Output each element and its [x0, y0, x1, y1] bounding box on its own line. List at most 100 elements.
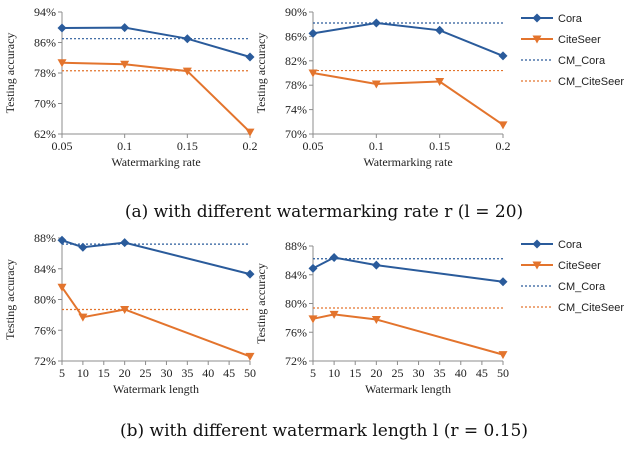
legend-marker [532, 261, 542, 270]
cora-series-line [61, 239, 251, 276]
y-tick-label: 72% [285, 354, 307, 368]
x-tick-label: 15 [98, 366, 110, 380]
x-tick-label: 0.2 [496, 139, 511, 153]
citeseer-point [435, 78, 445, 87]
x-tick-label: 35 [181, 366, 193, 380]
citeseer-series-line [61, 286, 251, 358]
legends: Cora CiteSeer CM_Cora CM_CiteSeer Cora CiteSe… [521, 13, 624, 314]
x-tick-label: 40 [455, 366, 467, 380]
y-tick-label: 78% [285, 78, 307, 92]
citeseer-series-line [312, 72, 504, 126]
x-tick-label: 30 [160, 366, 172, 380]
legend-label: Cora [558, 13, 583, 25]
x-tick-label: 25 [391, 366, 403, 380]
caption-a: (a) with different watermarking rate r (… [125, 202, 523, 222]
x-tick-label: 20 [119, 366, 131, 380]
y-axis-label: Testing accuracy [254, 33, 268, 114]
x-tick-label: 15 [349, 366, 361, 380]
legend-marker [532, 13, 542, 23]
cora-series-line [312, 256, 504, 283]
citeseer-point [57, 59, 67, 68]
y-tick-label: 62% [34, 127, 56, 141]
cora-point [371, 260, 381, 270]
y-tick-label: 86% [34, 36, 56, 50]
x-tick-label: 35 [434, 366, 446, 380]
legend-label: CM_Cora [558, 281, 606, 293]
legend-label: CiteSeer [558, 34, 601, 46]
legend-marker [532, 239, 542, 249]
citeseer-point [120, 305, 130, 314]
x-tick-label: 25 [140, 366, 152, 380]
x-tick-label: 0.1 [369, 139, 384, 153]
cora-point [245, 52, 255, 62]
x-tick-label: 5 [310, 366, 316, 380]
legend-label: CM_CiteSeer [558, 76, 624, 88]
x-tick-label: 0.2 [243, 139, 258, 153]
y-tick-label: 84% [285, 268, 307, 282]
citeseer-point [57, 283, 67, 292]
citeseer-point [78, 313, 88, 322]
x-tick-label: 0.1 [117, 139, 132, 153]
y-tick-label: 74% [285, 103, 307, 117]
y-tick-label: 90% [285, 5, 307, 19]
chart-3: 72% 76% 80% 84% 88% 5 10 15 20 25 30 35 40 45 50 Waterm… [3, 231, 256, 396]
y-tick-label: 82% [285, 54, 307, 68]
x-tick-label: 50 [497, 366, 509, 380]
x-tick-label: 50 [244, 366, 256, 380]
y-tick-label: 76% [34, 323, 56, 337]
cora-point [371, 18, 381, 28]
cora-point [120, 23, 130, 33]
x-tick-label: 5 [59, 366, 65, 380]
citeseer-point [182, 67, 192, 76]
cora-point [329, 253, 339, 262]
citeseer-point [329, 310, 339, 319]
chart-4: 72% 76% 80% 84% 88% 5 10 15 20 25 30 35 40 45 50 Waterm… [254, 239, 509, 396]
x-tick-label: 0.05 [52, 139, 73, 153]
chart-1: 62% 70% 78% 86% 94% 0.05 0.1 0.15 0.2 Watermarkin… [3, 5, 258, 169]
citeseer-point [245, 352, 255, 361]
legend-label: CM_CiteSeer [558, 302, 624, 314]
legend-label: CM_Cora [558, 55, 606, 67]
citeseer-point [371, 80, 381, 89]
x-axis-label: Watermarking rate [363, 155, 452, 169]
legend-label: CiteSeer [558, 260, 601, 272]
y-tick-label: 84% [34, 262, 56, 276]
cora-point [182, 34, 192, 44]
y-tick-label: 88% [285, 239, 307, 253]
x-tick-label: 0.05 [303, 139, 324, 153]
citeseer-point [308, 69, 318, 78]
y-tick-label: 70% [285, 127, 307, 141]
caption-b: (b) with different watermark length l (r… [120, 421, 528, 441]
x-axis-label: Watermark length [113, 382, 199, 396]
y-tick-label: 80% [34, 293, 56, 307]
citeseer-point [371, 315, 381, 324]
cora-point [57, 23, 67, 33]
citeseer-point [245, 128, 255, 137]
y-tick-label: 72% [34, 354, 56, 368]
x-tick-label: 0.15 [177, 139, 198, 153]
cora-point [308, 28, 318, 38]
y-tick-label: 94% [34, 5, 56, 19]
cora-point [120, 238, 130, 248]
cora-point [308, 263, 318, 273]
x-tick-label: 20 [370, 366, 382, 380]
citeseer-series-line [312, 313, 504, 356]
y-tick-label: 70% [34, 97, 56, 111]
y-tick-label: 88% [34, 231, 56, 245]
cora-series-line [312, 21, 504, 57]
y-tick-label: 80% [285, 297, 307, 311]
cora-series-line [61, 26, 251, 58]
citeseer-point [308, 315, 318, 324]
legend-label: Cora [558, 239, 583, 251]
cora-point [498, 277, 508, 287]
cora-point [57, 235, 67, 245]
x-tick-label: 45 [223, 366, 235, 380]
y-tick-label: 78% [34, 66, 56, 80]
x-tick-label: 40 [202, 366, 214, 380]
legend-marker [532, 35, 542, 44]
x-tick-label: 10 [328, 366, 340, 380]
cora-point [435, 25, 445, 35]
y-axis-label: Testing accuracy [254, 263, 268, 344]
citeseer-series-line [61, 61, 251, 133]
